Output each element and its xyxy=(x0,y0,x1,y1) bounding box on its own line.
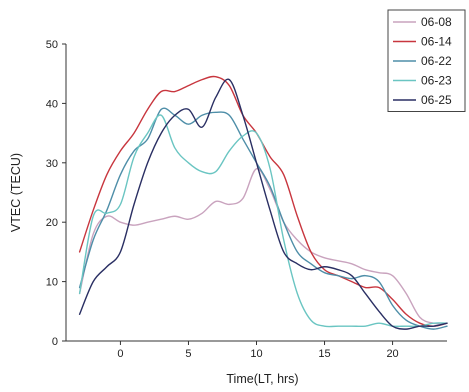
legend-label-06-08: 06-08 xyxy=(421,15,452,29)
series-line-06-25 xyxy=(78,78,448,330)
legend-label-06-22: 06-22 xyxy=(421,54,452,68)
x-tick-label: 10 xyxy=(250,348,262,360)
x-tick-label: 0 xyxy=(117,348,123,360)
legend-label-06-23: 06-23 xyxy=(421,74,452,88)
series-layer xyxy=(78,75,448,330)
legend: 06-08 06-14 06-22 06-23 06-25 xyxy=(387,9,466,112)
x-axis-title: Time(LT, hrs) xyxy=(226,372,298,386)
y-tick-label: 40 xyxy=(46,98,58,110)
series-line-06-08 xyxy=(78,168,448,325)
series-line-06-23 xyxy=(78,114,448,328)
legend-label-06-25: 06-25 xyxy=(421,93,452,107)
y-tick-label: 50 xyxy=(46,39,58,51)
y-tick-label: 30 xyxy=(46,158,58,170)
y-tick-label: 10 xyxy=(46,277,58,289)
x-tick-label: 5 xyxy=(185,348,191,360)
legend-label-06-14: 06-14 xyxy=(421,35,452,49)
y-axis-title: VTEC (TECU) xyxy=(9,153,23,232)
x-tick-label: 15 xyxy=(318,348,330,360)
y-tick-label: 20 xyxy=(46,217,58,229)
tick-group: 0 5 10 15 20 0 10 20 30 40 50 xyxy=(46,39,399,360)
series-line-06-22 xyxy=(78,107,448,330)
y-tick-label: 0 xyxy=(52,336,58,348)
x-tick-label: 20 xyxy=(386,348,398,360)
